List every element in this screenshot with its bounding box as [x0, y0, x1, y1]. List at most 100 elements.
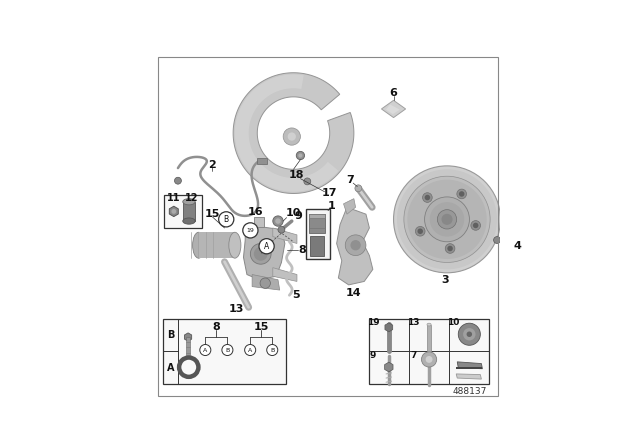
Circle shape — [172, 209, 176, 214]
Circle shape — [278, 226, 285, 233]
Polygon shape — [385, 323, 393, 332]
Bar — [163, 319, 285, 384]
Polygon shape — [386, 104, 400, 114]
Polygon shape — [385, 362, 393, 372]
Text: B: B — [223, 215, 228, 224]
Text: 9: 9 — [370, 351, 376, 360]
Text: 10: 10 — [447, 319, 460, 327]
Circle shape — [447, 246, 453, 251]
Polygon shape — [273, 267, 297, 281]
Bar — [186, 337, 190, 355]
Ellipse shape — [193, 232, 205, 258]
Circle shape — [355, 185, 362, 192]
Circle shape — [250, 243, 271, 264]
Bar — [164, 195, 202, 228]
Circle shape — [351, 240, 361, 250]
Text: 1: 1 — [328, 201, 335, 211]
Text: 16: 16 — [248, 207, 264, 217]
Circle shape — [459, 191, 465, 197]
Circle shape — [175, 177, 181, 184]
Text: 3: 3 — [442, 275, 449, 285]
Text: A: A — [167, 362, 175, 373]
Text: A: A — [248, 348, 252, 353]
Circle shape — [296, 151, 305, 159]
Circle shape — [457, 189, 467, 199]
Text: 15: 15 — [205, 209, 220, 219]
Polygon shape — [235, 74, 339, 192]
Text: B: B — [225, 348, 230, 353]
Circle shape — [424, 197, 469, 242]
Circle shape — [437, 210, 457, 229]
Circle shape — [424, 195, 430, 200]
Text: 6: 6 — [390, 88, 397, 98]
Circle shape — [394, 166, 500, 273]
Circle shape — [458, 323, 481, 345]
Polygon shape — [252, 275, 280, 290]
Polygon shape — [309, 214, 324, 233]
Circle shape — [345, 235, 366, 255]
Circle shape — [493, 237, 500, 244]
Bar — [369, 319, 490, 384]
Ellipse shape — [183, 218, 195, 224]
Polygon shape — [198, 233, 235, 258]
Text: 7: 7 — [410, 351, 416, 360]
Circle shape — [259, 239, 274, 254]
Circle shape — [304, 178, 311, 185]
Polygon shape — [457, 362, 483, 369]
Text: 7: 7 — [346, 175, 355, 185]
Circle shape — [422, 193, 432, 202]
Text: 4: 4 — [513, 241, 521, 251]
Circle shape — [200, 345, 211, 356]
Text: 19: 19 — [246, 228, 254, 233]
Bar — [456, 367, 483, 369]
Ellipse shape — [229, 232, 241, 258]
Text: 14: 14 — [346, 288, 362, 298]
Circle shape — [260, 278, 270, 289]
Polygon shape — [184, 333, 191, 341]
Text: 9: 9 — [295, 211, 303, 221]
Circle shape — [426, 356, 433, 363]
Polygon shape — [273, 228, 297, 244]
Polygon shape — [337, 207, 373, 285]
Circle shape — [298, 154, 303, 158]
Text: 13: 13 — [407, 319, 419, 327]
Text: 488137: 488137 — [452, 387, 486, 396]
Bar — [254, 216, 264, 227]
Bar — [305, 209, 330, 259]
Circle shape — [397, 169, 497, 269]
Ellipse shape — [427, 323, 431, 326]
Circle shape — [415, 226, 425, 236]
Text: 8: 8 — [212, 322, 220, 332]
Text: 11: 11 — [167, 193, 180, 202]
Circle shape — [254, 247, 268, 261]
Circle shape — [273, 216, 283, 226]
Text: 8: 8 — [298, 246, 306, 255]
Text: 2: 2 — [209, 160, 216, 170]
Text: 19: 19 — [367, 319, 379, 327]
Text: A: A — [264, 242, 269, 251]
Text: 15: 15 — [253, 322, 269, 332]
Text: 12: 12 — [185, 193, 198, 202]
Text: A: A — [203, 348, 207, 353]
Ellipse shape — [183, 198, 195, 205]
Polygon shape — [170, 206, 179, 216]
Circle shape — [463, 328, 476, 340]
Text: B: B — [167, 330, 175, 340]
Polygon shape — [243, 224, 285, 280]
Circle shape — [467, 332, 472, 337]
Text: 5: 5 — [292, 290, 300, 300]
Circle shape — [407, 180, 486, 259]
Circle shape — [244, 345, 256, 356]
Circle shape — [445, 244, 455, 253]
Bar — [427, 325, 431, 352]
Circle shape — [430, 202, 464, 237]
Polygon shape — [381, 100, 406, 117]
Circle shape — [404, 176, 490, 263]
Circle shape — [267, 345, 278, 356]
Text: B: B — [270, 348, 275, 353]
Circle shape — [473, 223, 479, 228]
Circle shape — [471, 220, 481, 230]
Text: 13: 13 — [229, 304, 244, 314]
Text: 17: 17 — [322, 189, 337, 198]
Bar — [309, 214, 324, 218]
